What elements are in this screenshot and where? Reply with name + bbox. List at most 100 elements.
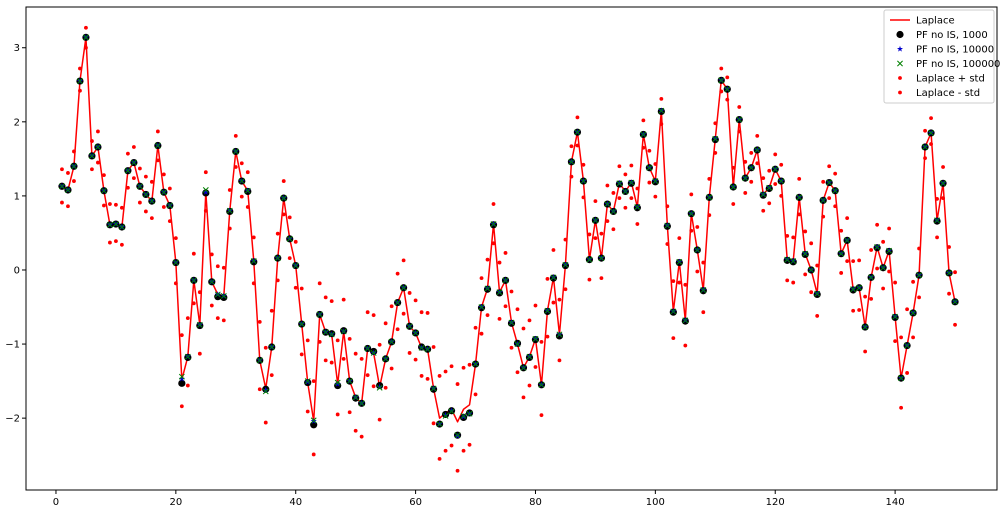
data-point [106, 221, 113, 228]
data-point [526, 353, 533, 360]
data-point [66, 171, 70, 175]
data-point [544, 307, 551, 314]
data-point [581, 162, 586, 167]
data-point [467, 362, 472, 367]
data-point [857, 308, 862, 312]
data-point [766, 184, 773, 191]
data-point [917, 246, 921, 251]
data-point [239, 194, 244, 199]
data-point [437, 456, 442, 461]
data-point [443, 448, 448, 453]
data-point [869, 296, 874, 301]
data-point [65, 187, 71, 193]
data-point [718, 77, 725, 84]
data-point [197, 290, 202, 295]
data-point [250, 258, 257, 265]
data-point [659, 122, 664, 126]
data-point [605, 183, 610, 188]
data-point [527, 383, 532, 388]
data-point [197, 351, 202, 356]
data-point [520, 364, 527, 371]
data-point [203, 208, 208, 213]
data-point [112, 221, 119, 228]
data-point [395, 327, 400, 332]
data-point [184, 353, 191, 360]
data-point [262, 386, 269, 393]
data-point [251, 281, 256, 286]
data-point [665, 242, 670, 246]
data-point [563, 287, 568, 292]
data-point [173, 281, 178, 286]
data-point [653, 194, 658, 199]
data-point [90, 139, 94, 143]
data-point [905, 307, 909, 312]
data-point [191, 301, 196, 306]
data-point [616, 180, 623, 187]
data-point [100, 187, 107, 194]
data-point [364, 345, 371, 352]
data-point [587, 232, 592, 237]
data-point [713, 121, 718, 126]
data-point [797, 212, 802, 217]
data-point [455, 468, 460, 473]
data-point [371, 313, 376, 318]
data-point [742, 175, 749, 182]
data-point [334, 380, 341, 387]
data-point [389, 366, 394, 371]
data-point [431, 421, 436, 426]
legend-entry-laplace: Laplace [890, 16, 955, 27]
data-point [629, 163, 634, 168]
data-point [688, 210, 695, 217]
data-point [257, 387, 262, 392]
data-point [628, 179, 635, 186]
data-point [220, 292, 227, 299]
data-point [335, 412, 340, 417]
data-point [509, 345, 514, 350]
data-point [707, 213, 712, 218]
data-point [120, 242, 124, 247]
data-point [695, 269, 700, 274]
legend-box [883, 9, 995, 104]
data-point [102, 173, 106, 178]
data-point [760, 191, 767, 198]
data-point [533, 303, 538, 308]
data-point [868, 274, 875, 281]
data-point [94, 144, 101, 150]
data-point [851, 308, 856, 313]
data-point [898, 375, 905, 382]
data-point [605, 219, 610, 223]
data-point [371, 384, 376, 389]
plot-area [26, 7, 997, 490]
data-point [767, 201, 772, 206]
series-laplace-std [60, 25, 957, 386]
data-point [874, 244, 881, 250]
data-point [401, 311, 406, 316]
data-point [401, 258, 406, 263]
data-point [761, 208, 766, 213]
data-point [953, 322, 957, 327]
data-point [472, 361, 479, 368]
data-point [497, 260, 502, 265]
data-point [226, 207, 233, 214]
data-point [671, 279, 676, 283]
data-point [557, 297, 562, 302]
data-point [725, 97, 730, 102]
data-point [442, 412, 449, 419]
data-point [394, 299, 401, 306]
plot-background [26, 7, 997, 490]
legend-label: PF no IS, 100000 [916, 59, 1000, 70]
data-point [137, 166, 142, 171]
data-point [118, 224, 125, 230]
data-point [683, 343, 688, 348]
data-point [887, 226, 892, 231]
data-point [473, 392, 478, 397]
data-point [911, 335, 915, 340]
data-point [617, 164, 622, 169]
data-point [131, 145, 136, 149]
data-point [527, 318, 532, 323]
data-point [916, 272, 923, 279]
data-point [287, 215, 292, 220]
data-point [365, 373, 370, 378]
data-point [892, 313, 899, 320]
data-point [287, 256, 292, 261]
